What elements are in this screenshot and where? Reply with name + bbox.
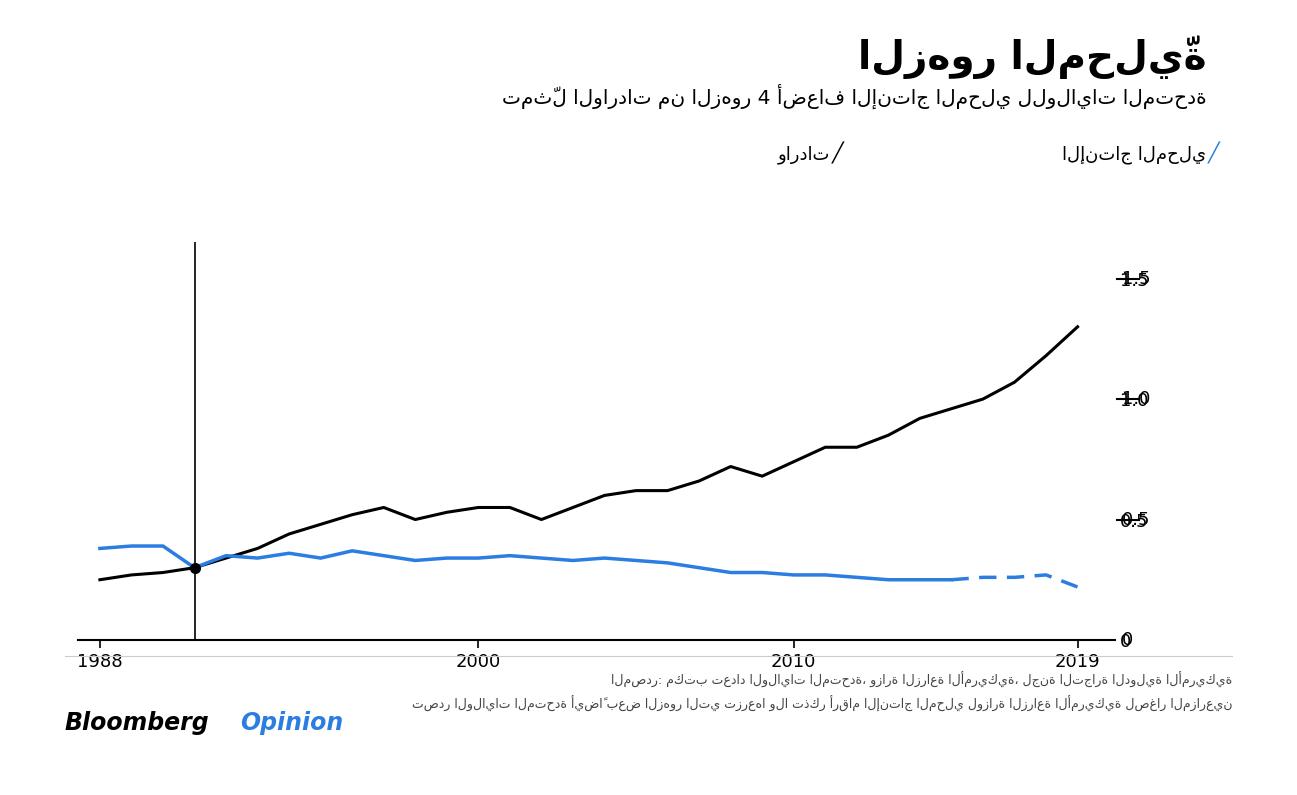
Text: ╱: ╱	[831, 142, 843, 164]
Text: 1.5: 1.5	[1122, 270, 1150, 288]
Text: تصدر الولايات المتحدة أيضاً بعض الزهور التي تزرعها ولا تذكر أرقام الإنتاج المحلي: تصدر الولايات المتحدة أيضاً بعض الزهور ا…	[411, 696, 1232, 712]
Text: 0: 0	[1122, 631, 1134, 649]
Text: Bloomberg: Bloomberg	[65, 712, 210, 735]
Text: تمثّل الواردات من الزهور 4 أضعاف الإنتاج المحلي للولايات المتحدة: تمثّل الواردات من الزهور 4 أضعاف الإنتاج…	[502, 83, 1206, 109]
Text: ╱: ╱	[1208, 142, 1219, 164]
Text: 1.0: 1.0	[1122, 390, 1150, 408]
Text: Opinion: Opinion	[240, 712, 344, 735]
Text: 0.5: 0.5	[1122, 510, 1150, 529]
Text: المصدر: مكتب تعداد الولايات المتحدة، وزارة الزراعة الأمريكية، لجنة التجارة الدول: المصدر: مكتب تعداد الولايات المتحدة، وزا…	[611, 672, 1232, 688]
Text: الإنتاج المحلي: الإنتاج المحلي	[1062, 145, 1206, 165]
Text: واردات: واردات	[778, 145, 830, 165]
Text: الزهور المحليّة: الزهور المحليّة	[857, 36, 1206, 80]
